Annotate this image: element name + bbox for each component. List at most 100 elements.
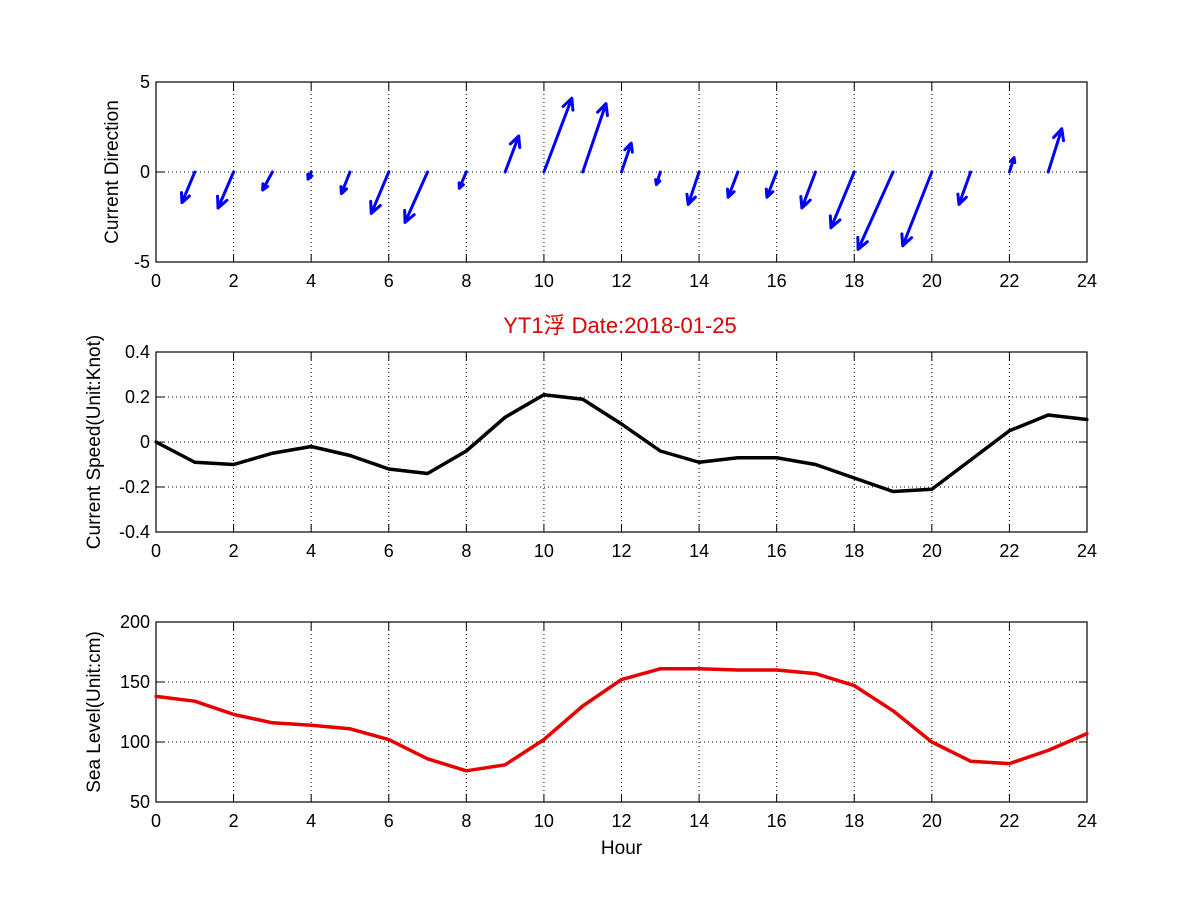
- chart1-data-point: [425, 471, 430, 476]
- chart0-xtick-label: 14: [689, 271, 709, 291]
- chart2-series-line: [155, 667, 1088, 773]
- chart2-ytick-label: 100: [120, 732, 150, 752]
- current-direction-arrow: [339, 170, 352, 196]
- chart0-xtick-label: 0: [151, 271, 161, 291]
- chart0-ytick-label: -5: [134, 252, 150, 272]
- chart2-xtick-label: 18: [844, 811, 864, 831]
- chart2-data-point: [736, 668, 740, 672]
- chart2-data-point: [387, 738, 391, 742]
- chart1-data-point: [1007, 429, 1012, 433]
- current-direction-arrow: [654, 170, 662, 187]
- current-direction-arrow: [457, 170, 468, 190]
- chart2-xtick-label: 12: [611, 811, 631, 831]
- chart1-xtick-label: 12: [611, 541, 631, 561]
- chart0-ytick-label: 5: [140, 72, 150, 92]
- chart2-xtick-label: 8: [461, 811, 471, 831]
- chart0-xtick-label: 20: [922, 271, 942, 291]
- current-direction-arrow: [306, 170, 314, 181]
- chart1-data-point: [309, 444, 313, 449]
- chart1-xtick-label: 16: [767, 541, 787, 561]
- chart0-xtick-label: 10: [534, 271, 554, 291]
- current-direction-arrow: [828, 170, 856, 230]
- chart2-data-point: [1085, 732, 1089, 736]
- chart2-ytick-label: 50: [130, 792, 150, 812]
- chart2-data-point: [542, 738, 546, 742]
- chart2-xtick-label: 4: [306, 811, 316, 831]
- current-direction-arrow: [179, 170, 197, 205]
- chart1-data-point: [697, 460, 701, 464]
- chart1-data-point: [891, 489, 895, 494]
- chart2-data-point: [891, 709, 895, 713]
- current-direction-arrow: [1046, 127, 1066, 174]
- chart1-data-point: [503, 415, 507, 419]
- chart0-xtick-label: 24: [1077, 271, 1097, 291]
- chart0-xtick-label: 16: [767, 271, 787, 291]
- chart2-xtick-label: 14: [689, 811, 709, 831]
- chart0-ylabel: Current Direction: [102, 100, 123, 244]
- figure-title: YT1浮 Date:2018-01-25: [503, 313, 737, 338]
- chart2-data-point: [193, 699, 197, 703]
- chart1-data-point: [1046, 413, 1050, 417]
- chart2-data-point: [930, 740, 934, 744]
- chart2-xtick-label: 20: [922, 811, 942, 831]
- current-direction-arrow: [799, 170, 817, 210]
- chart2-xtick-label: 10: [534, 811, 554, 831]
- chart1-data-point: [775, 456, 779, 460]
- current-direction-arrow: [581, 102, 609, 174]
- chart2-xtick-label: 16: [767, 811, 787, 831]
- chart1-xtick-label: 18: [844, 541, 864, 561]
- chart2-data-point: [581, 704, 585, 708]
- chart1-xtick-label: 10: [534, 541, 554, 561]
- chart0-xtick-label: 6: [384, 271, 394, 291]
- chart2-ylabel: Sea Level(Unit:cm): [84, 631, 105, 793]
- chart2-xtick-label: 24: [1077, 811, 1097, 831]
- chart1-data-point: [1085, 417, 1089, 422]
- chart2-ytick-label: 150: [120, 672, 150, 692]
- chart1-data-point: [348, 453, 352, 458]
- current-direction-arrow: [542, 96, 575, 174]
- chart2-data-point: [775, 668, 779, 672]
- current-direction-arrow: [685, 170, 701, 206]
- current-direction-arrow: [620, 141, 634, 174]
- chart1-data-point: [930, 487, 934, 491]
- chart1-xtick-label: 8: [461, 541, 471, 561]
- chart0-xtick-label: 2: [229, 271, 239, 291]
- chart1-ytick-label: -0.2: [119, 477, 150, 497]
- chart1-data-point: [270, 451, 274, 455]
- chart2-data-point: [154, 694, 158, 699]
- chart1-data-point: [464, 449, 468, 453]
- chart1-xtick-label: 14: [689, 541, 709, 561]
- chart1-xtick-label: 4: [306, 541, 316, 561]
- chart2-data-point: [503, 763, 507, 767]
- current-direction-arrow: [956, 170, 973, 206]
- chart0-xtick-label: 4: [306, 271, 316, 291]
- chart1-ytick-label: 0.4: [125, 342, 150, 362]
- current-direction-arrow: [764, 170, 779, 199]
- chart1-xtick-label: 6: [384, 541, 394, 561]
- chart2-data-point: [1046, 748, 1050, 753]
- current-direction-arrow: [856, 170, 895, 251]
- chart1-xtick-label: 22: [999, 541, 1019, 561]
- current-direction-arrow: [503, 134, 522, 174]
- chart2-data-point: [813, 672, 818, 676]
- chart1-data-point: [736, 456, 740, 460]
- current-direction-arrow: [369, 170, 391, 215]
- chart0-ytick-label: 0: [140, 162, 150, 182]
- chart2-data-point: [697, 667, 701, 671]
- chart2-xtick-label: 22: [999, 811, 1019, 831]
- chart2-data-point: [658, 667, 662, 671]
- chart2-xlabel: Hour: [601, 838, 643, 859]
- chart1-data-point: [387, 467, 391, 471]
- chart2-data-point: [270, 721, 274, 725]
- chart2-data-point: [309, 723, 313, 727]
- chart1-data-point: [852, 476, 856, 480]
- chart2-data-point: [1007, 762, 1012, 766]
- chart2-data-point: [464, 769, 468, 773]
- chart1-data-point: [193, 460, 197, 464]
- chart2-data-point: [852, 684, 856, 688]
- chart0-xtick-label: 18: [844, 271, 864, 291]
- current-speed-axes: 0 2 4 6 8 10 12 14 16 18 20 22 24-0.4-0.200.20.4Curr…: [84, 335, 1097, 561]
